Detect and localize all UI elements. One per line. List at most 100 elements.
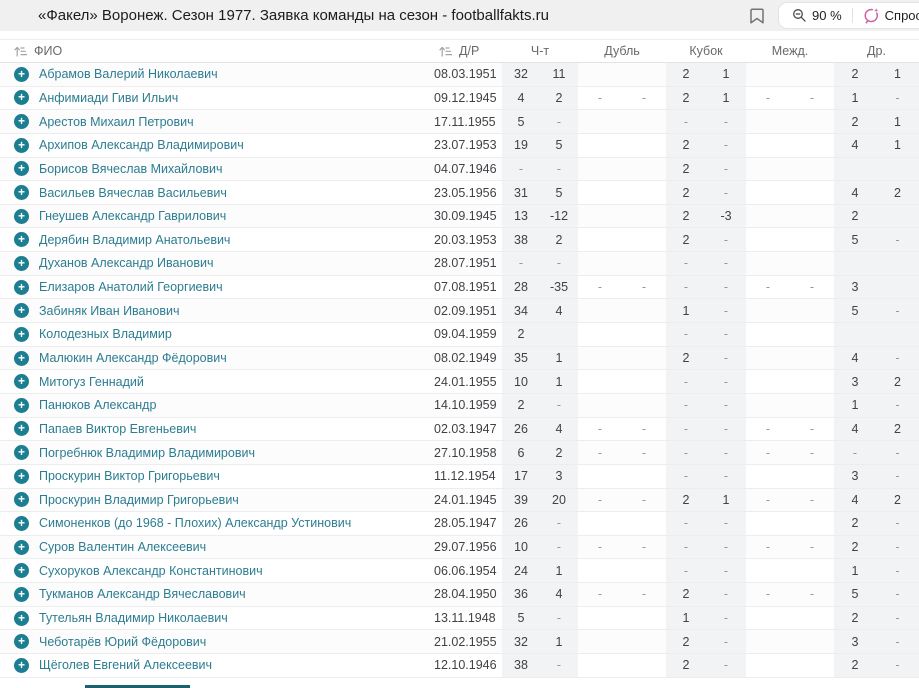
expand-plus-icon[interactable]: +: [14, 563, 29, 579]
cup-games-cell: 2: [666, 346, 706, 370]
other-games-cell: [834, 252, 876, 275]
player-name-link[interactable]: Суров Валентин Алексеевич: [39, 540, 207, 555]
expand-plus-icon[interactable]: +: [14, 468, 29, 484]
cup-games-cell: -: [666, 252, 706, 275]
expand-plus-icon[interactable]: +: [14, 279, 29, 295]
player-name-link[interactable]: Духанов Александр Иванович: [39, 256, 214, 271]
player-name-link[interactable]: Тутельян Владимир Николаевич: [39, 611, 228, 626]
player-name-link[interactable]: Щёголев Евгений Алексеевич: [39, 658, 213, 673]
player-name-link[interactable]: Колодезных Владимир: [39, 327, 172, 342]
double-goals-cell: -: [641, 540, 647, 555]
expand-plus-icon[interactable]: +: [14, 492, 29, 508]
international-games-cell: [746, 252, 790, 275]
expand-plus-icon[interactable]: +: [14, 515, 29, 531]
birthdate-cell: 28.04.1950: [434, 587, 497, 602]
player-name-link[interactable]: Абрамов Валерий Николаевич: [39, 67, 218, 82]
double-goals-cell: [622, 110, 666, 133]
player-name-link[interactable]: Арестов Михаил Петрович: [39, 114, 194, 129]
expand-plus-icon[interactable]: +: [14, 539, 29, 555]
player-name-link[interactable]: Гнеушев Александр Гаврилович: [39, 209, 227, 224]
table-row: + Гнеушев Александр Гаврилович 30.09.194…: [0, 204, 919, 229]
column-header-fio[interactable]: ФИО: [0, 44, 425, 58]
player-name-link[interactable]: Митогуз Геннадий: [39, 374, 144, 389]
expand-plus-icon[interactable]: +: [14, 326, 29, 342]
player-name-link[interactable]: Чеботарёв Юрий Фёдорович: [39, 634, 207, 649]
international-goals-cell: -: [809, 540, 815, 555]
birthdate-cell: 20.03.1953: [434, 232, 497, 247]
birthdate-cell: 21.02.1955: [434, 634, 497, 649]
expand-plus-icon[interactable]: +: [14, 397, 29, 413]
player-name-cell: + Дерябин Владимир Анатольевич: [0, 228, 425, 251]
player-name-link[interactable]: Елизаров Анатолий Георгиевич: [39, 280, 223, 295]
player-name-link[interactable]: Малюкин Александр Фёдорович: [39, 351, 227, 365]
player-name-link[interactable]: Сухоруков Александр Константинович: [39, 563, 263, 578]
championship-goals-cell: -: [540, 535, 578, 559]
player-name-link[interactable]: Дерябин Владимир Анатольевич: [39, 232, 231, 247]
other-games-cell: 2: [834, 63, 876, 86]
double-goals-cell: [622, 228, 666, 251]
player-name-link[interactable]: Симоненков (до 1968 - Плохих) Александр …: [39, 516, 352, 531]
ask-assistant-button[interactable]: Спрос: [863, 7, 919, 24]
player-name-link[interactable]: Проскурин Виктор Григорьевич: [39, 469, 220, 484]
expand-plus-icon[interactable]: +: [14, 90, 29, 106]
player-name-link[interactable]: Панюков Александр: [39, 398, 157, 413]
expand-plus-icon[interactable]: +: [14, 374, 29, 390]
championship-goals-cell: -: [540, 654, 578, 677]
cup-games-cell: 2: [666, 204, 706, 228]
player-name-link[interactable]: Папаев Виктор Евгеньевич: [39, 421, 197, 436]
expand-plus-icon[interactable]: +: [14, 303, 29, 319]
table-row: + Панюков Александр 14.10.1959 2 - - - 1…: [0, 393, 919, 418]
cup-games-cell: -: [666, 512, 706, 535]
column-header-dr[interactable]: Д/Р: [425, 44, 502, 58]
expand-plus-icon[interactable]: +: [14, 634, 29, 650]
player-name-link[interactable]: Васильев Вячеслав Васильевич: [39, 185, 227, 200]
international-goals-cell: [790, 158, 834, 181]
expand-plus-icon[interactable]: +: [14, 610, 29, 626]
expand-plus-icon[interactable]: +: [14, 255, 29, 271]
column-header-cup: Кубок: [689, 44, 723, 58]
expand-plus-icon[interactable]: +: [14, 114, 29, 130]
table-row: + Борисов Вячеслав Михайлович 04.07.1946…: [0, 157, 919, 182]
expand-plus-icon[interactable]: +: [14, 161, 29, 177]
cup-games-cell: 2: [666, 133, 706, 157]
player-name-link[interactable]: Погребнюк Владимир Владимирович: [39, 445, 255, 460]
expand-plus-icon[interactable]: +: [14, 445, 29, 461]
player-name-cell: + Панюков Александр: [0, 394, 425, 417]
expand-plus-icon[interactable]: +: [14, 66, 29, 82]
birthdate-cell: 27.10.1958: [434, 445, 497, 460]
international-games-cell: [746, 559, 790, 582]
double-games-cell: -: [597, 587, 603, 602]
expand-plus-icon[interactable]: +: [14, 185, 29, 201]
expand-plus-icon[interactable]: +: [14, 421, 29, 437]
bookmark-icon[interactable]: [747, 6, 767, 26]
other-games-cell: 3: [834, 275, 876, 299]
double-games-cell: -: [597, 280, 603, 295]
birthdate-cell: 04.07.1946: [434, 161, 497, 176]
double-goals-cell: [622, 205, 666, 228]
international-goals-cell: [790, 465, 834, 488]
cup-goals-cell: -: [706, 630, 746, 654]
table-row: + Елизаров Анатолий Георгиевич 07.08.195…: [0, 275, 919, 300]
expand-plus-icon[interactable]: +: [14, 137, 29, 153]
double-games-cell: -: [597, 540, 603, 555]
other-games-cell: 2: [834, 110, 876, 133]
expand-plus-icon[interactable]: +: [14, 657, 29, 673]
player-name-link[interactable]: Борисов Вячеслав Михайлович: [39, 161, 223, 176]
expand-plus-icon[interactable]: +: [14, 232, 29, 248]
player-name-link[interactable]: Архипов Александр Владимирович: [39, 138, 244, 153]
player-name-link[interactable]: Проскурин Владимир Григорьевич: [39, 492, 239, 507]
player-name-link[interactable]: Анфимиади Гиви Ильич: [39, 90, 179, 105]
player-name-link[interactable]: Забиняк Иван Иванович: [39, 303, 180, 318]
double-goals-cell: [622, 181, 666, 204]
other-games-cell: 1: [834, 559, 876, 583]
zoom-control[interactable]: 90 %: [792, 8, 842, 23]
player-name-link[interactable]: Тукманов Александр Вячеславович: [39, 587, 246, 602]
double-games-cell: [578, 559, 622, 582]
expand-plus-icon[interactable]: +: [14, 350, 29, 366]
cup-goals-cell: -: [706, 346, 746, 370]
expand-plus-icon[interactable]: +: [14, 586, 29, 602]
birthdate-cell: 11.12.1954: [434, 469, 496, 484]
championship-games-cell: 36: [502, 583, 540, 606]
expand-plus-icon[interactable]: +: [14, 208, 29, 224]
table-row: + Сухоруков Александр Константинович 06.…: [0, 559, 919, 584]
